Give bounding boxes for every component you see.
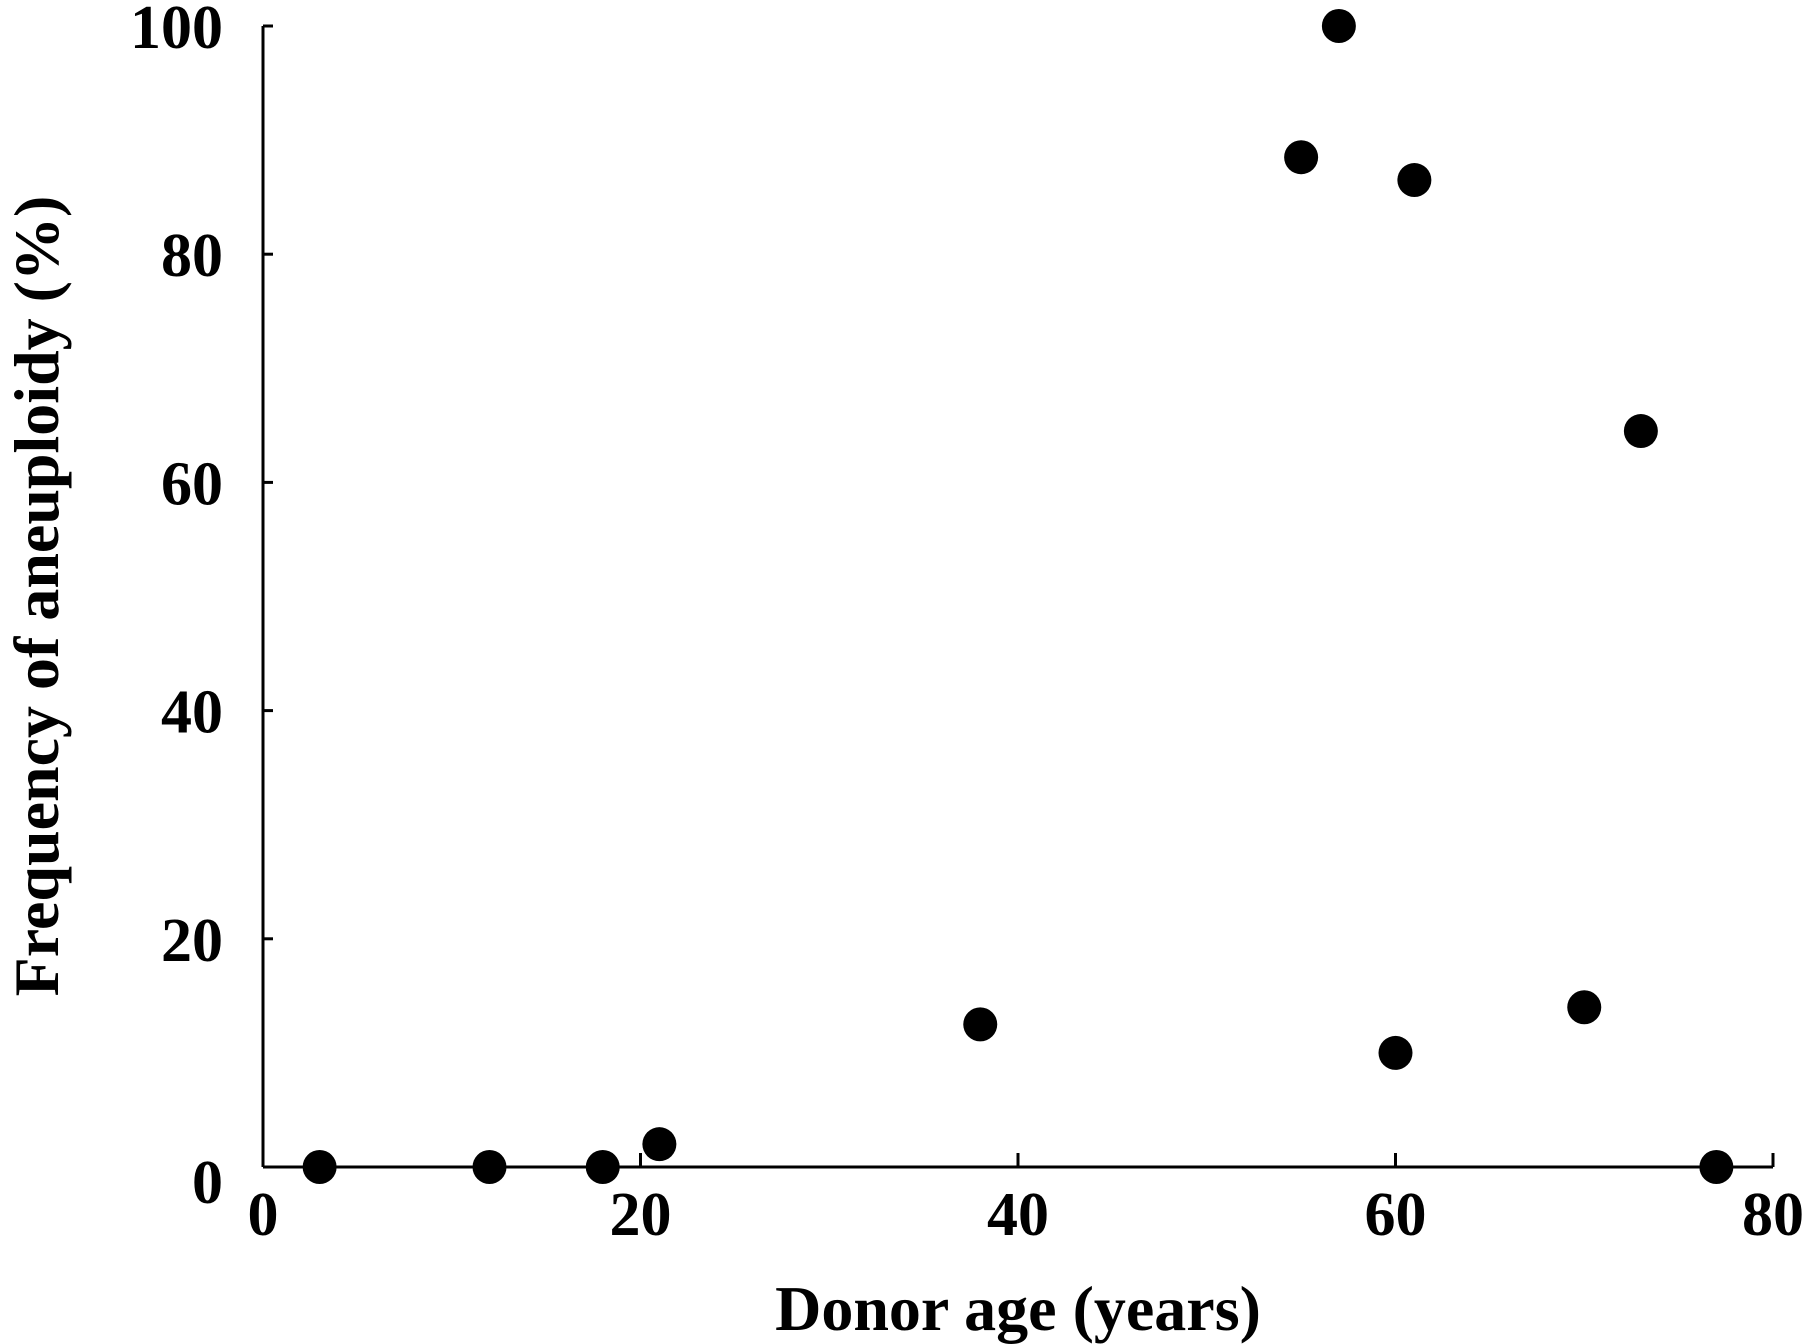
x-tick-label: 40 <box>987 1181 1049 1249</box>
data-point <box>1567 990 1602 1025</box>
data-point <box>1378 1035 1413 1070</box>
x-tick-label: 80 <box>1742 1181 1804 1249</box>
data-points <box>302 9 1734 1184</box>
y-tick-label: 0 <box>192 1149 223 1217</box>
y-tick-label: 100 <box>130 0 223 62</box>
y-tick-label: 80 <box>161 222 223 290</box>
y-axis-title: Frequency of aneuploidy (%) <box>1 196 72 997</box>
data-point <box>963 1007 998 1042</box>
x-axis-ticks: 0 20 40 60 80 <box>248 1153 1804 1249</box>
data-point <box>1397 163 1432 198</box>
data-point <box>1623 414 1658 449</box>
plot-area: 0 20 40 60 80 100 0 20 40 60 80 <box>130 0 1804 1249</box>
data-point <box>472 1150 507 1184</box>
x-tick-label: 20 <box>610 1181 672 1249</box>
x-axis-title: Donor age (years) <box>775 1273 1261 1344</box>
y-tick-label: 40 <box>161 679 223 747</box>
data-point <box>585 1150 620 1184</box>
data-point <box>302 1150 337 1184</box>
data-point <box>642 1127 677 1162</box>
data-point <box>1699 1150 1734 1184</box>
x-tick-label: 60 <box>1365 1181 1427 1249</box>
y-axis-ticks: 0 20 40 60 80 100 <box>130 0 273 1217</box>
data-point <box>1321 9 1356 43</box>
y-tick-label: 60 <box>161 450 223 518</box>
y-tick-label: 20 <box>161 907 223 975</box>
x-tick-label: 0 <box>248 1181 279 1249</box>
data-point <box>1284 140 1319 175</box>
